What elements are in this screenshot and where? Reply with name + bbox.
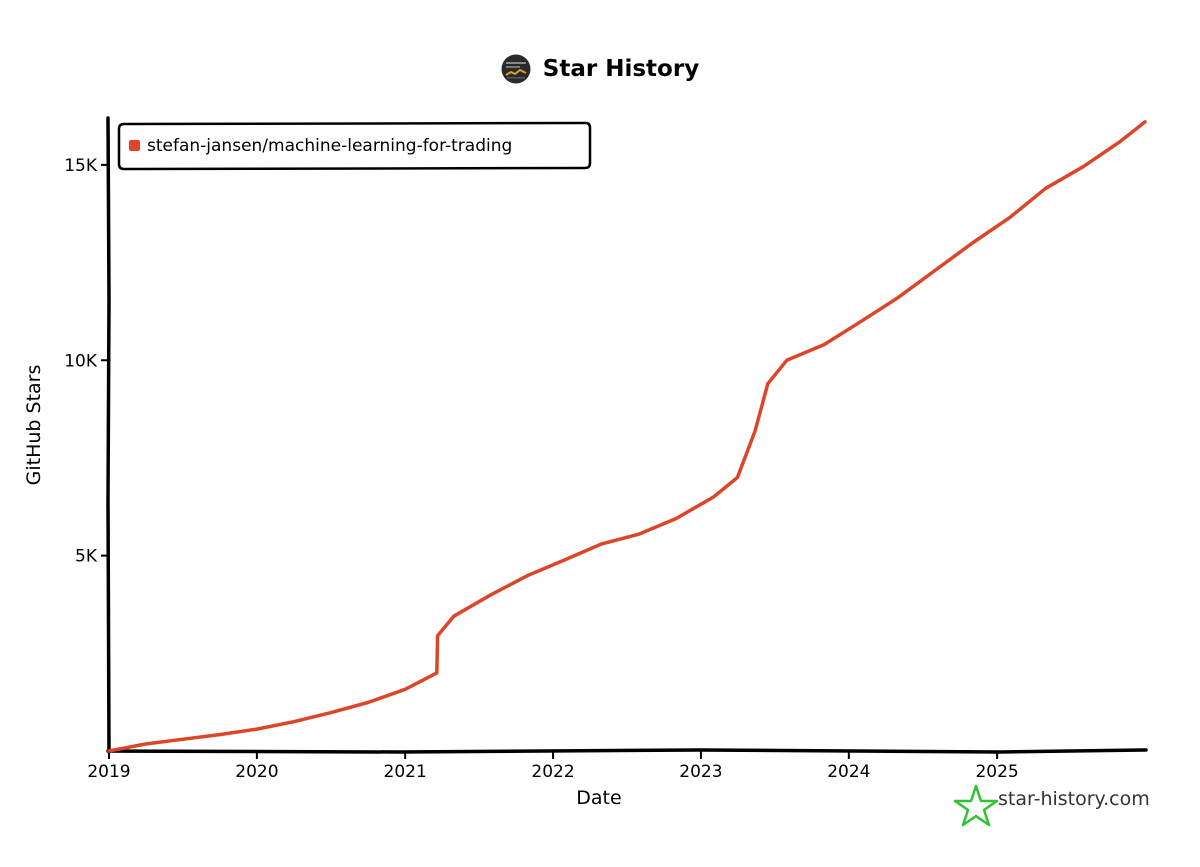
x-axis-ticks: 2019 2020 2021 2022 2023 2024 2025 — [87, 751, 1019, 782]
chart-title: Star History — [542, 56, 700, 82]
chart-legend: stefan-jansen/machine-learning-for-tradi… — [117, 121, 592, 171]
y-axis-ticks: 5K 10K 15K — [64, 156, 109, 567]
legend-label: stefan-jansen/machine-learning-for-tradi… — [147, 136, 512, 156]
x-axis-line — [106, 748, 1148, 754]
y-tick-label: 10K — [64, 351, 98, 371]
y-tick-label: 15K — [64, 156, 98, 176]
chart-axes — [106, 116, 1148, 754]
y-axis-label: GitHub Stars — [23, 365, 45, 486]
y-tick-label: 5K — [75, 547, 98, 567]
x-axis-label: Date — [576, 787, 621, 809]
x-tick-label: 2024 — [827, 762, 870, 782]
repo-avatar-icon — [501, 54, 531, 84]
legend-swatch — [129, 140, 140, 151]
watermark: star-history.com — [953, 784, 1150, 827]
watermark-text: star-history.com — [998, 788, 1150, 810]
x-tick-label: 2025 — [975, 762, 1018, 782]
x-tick-label: 2021 — [384, 762, 427, 782]
chart-series — [107, 120, 1147, 753]
x-tick-label: 2023 — [679, 762, 722, 782]
chart-header: Star History — [0, 50, 1200, 88]
legend-box — [117, 121, 592, 171]
y-axis-line — [106, 116, 111, 754]
x-tick-label: 2022 — [531, 762, 574, 782]
x-tick-label: 2019 — [87, 762, 130, 782]
x-tick-label: 2020 — [235, 762, 278, 782]
series-line — [107, 120, 1147, 753]
star-logo-icon — [953, 784, 999, 827]
